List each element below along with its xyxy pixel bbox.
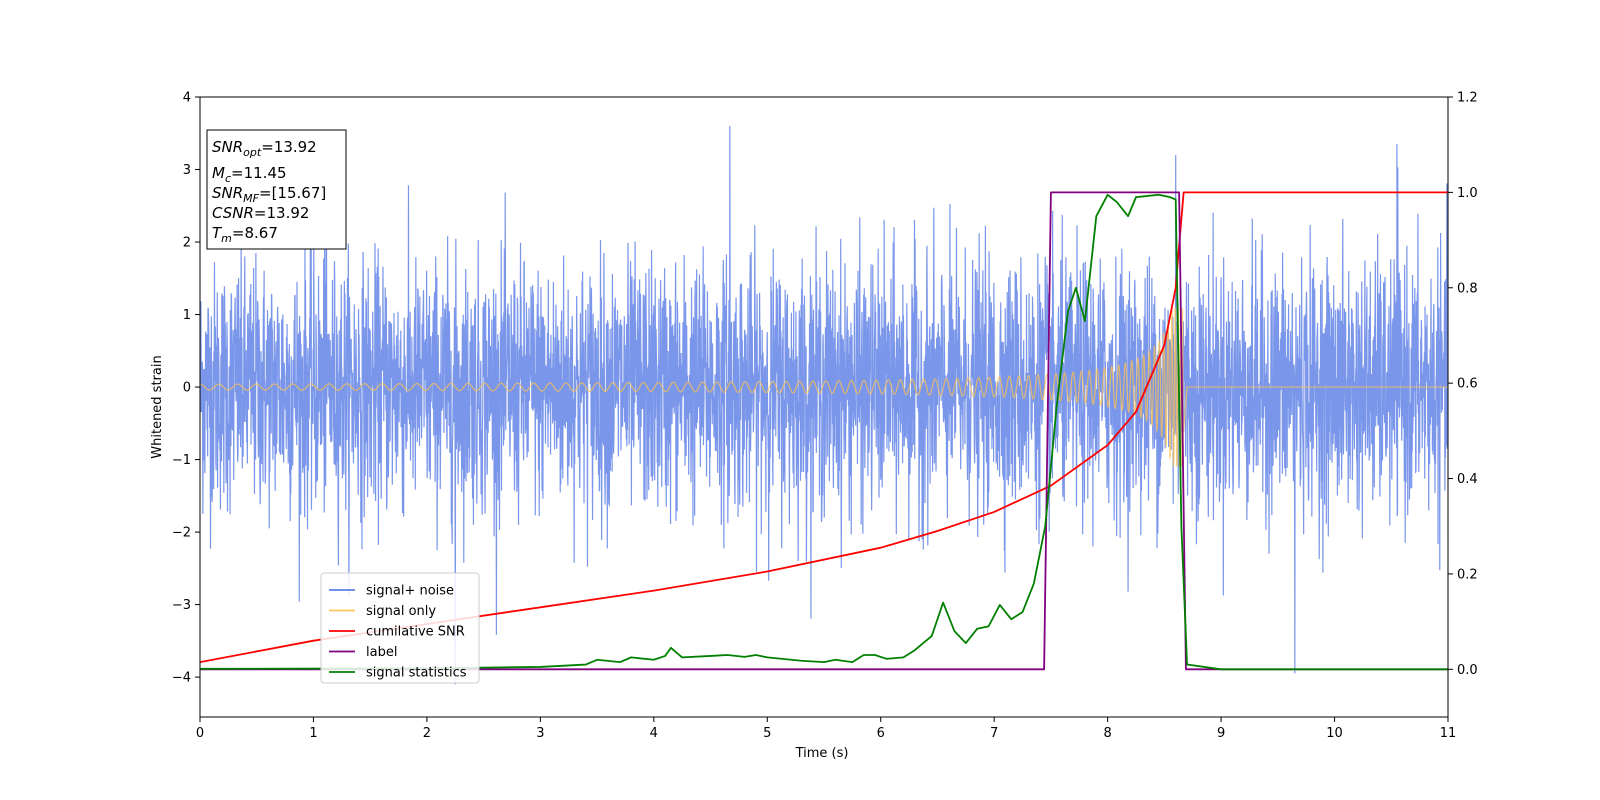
- annotation-snr-mf: SNRMF=[15.67]: [212, 184, 326, 205]
- annotation-frame: [206, 129, 347, 250]
- legend-frame: [320, 572, 480, 684]
- legend-label-signal-noise: signal+ noise: [366, 584, 454, 599]
- y2-tick-label: 0.0: [1457, 663, 1478, 678]
- plot-frame: [199, 96, 1449, 718]
- x-tick-label: 2: [423, 726, 431, 741]
- x-tick-label: 11: [1440, 726, 1457, 741]
- y2-tick-label: 1.0: [1457, 186, 1478, 201]
- y-tick-label: 4: [183, 91, 191, 106]
- y-axis-right: 1.2 1.0 0.8 0.6 0.4 0.2 0.0: [1448, 91, 1478, 678]
- y2-tick-label: 0.8: [1457, 281, 1478, 296]
- y-tick-label: 2: [183, 236, 191, 251]
- x-tick-label: 6: [877, 726, 885, 741]
- x-axis: 0 1 2 3 4 5 6 7 8 9 10 11: [196, 717, 1456, 741]
- annotation-snr-opt: SNRopt=13.92: [212, 138, 317, 159]
- annotation-tm: Tm=8.67: [212, 224, 278, 245]
- signal-statistics-line: [200, 193, 1448, 671]
- x-tick-label: 10: [1326, 726, 1343, 741]
- series-layer: [200, 126, 1448, 685]
- y-axis-left: 4 3 2 1 0 −1 −2 −3 −4: [172, 91, 200, 686]
- y-tick-label: −1: [172, 453, 191, 468]
- y-tick-label: 1: [183, 308, 191, 323]
- signal-noise-line: [200, 126, 1448, 685]
- legend-label-signal-statistics: signal statistics: [366, 666, 467, 681]
- y2-tick-label: 0.6: [1457, 377, 1478, 392]
- y2-tick-label: 1.2: [1457, 91, 1478, 106]
- x-tick-label: 4: [650, 726, 658, 741]
- x-tick-label: 1: [309, 726, 317, 741]
- legend: signal+ noise signal only cumilative SNR la…: [320, 572, 480, 684]
- y-tick-label: −2: [172, 526, 191, 541]
- x-tick-label: 3: [536, 726, 544, 741]
- y-tick-label: 3: [183, 163, 191, 178]
- x-axis-label: Time (s): [795, 746, 849, 761]
- x-tick-label: 7: [990, 726, 998, 741]
- legend-label-cumilative-snr: cumilative SNR: [366, 625, 465, 640]
- legend-label-label: label: [366, 645, 397, 660]
- y2-tick-label: 0.4: [1457, 472, 1478, 487]
- x-tick-label: 0: [196, 726, 204, 741]
- x-tick-label: 9: [1217, 726, 1225, 741]
- annotation-mc: Mc=11.45: [212, 164, 287, 185]
- annotation-box: SNRopt=13.92 Mc=11.45 SNRMF=[15.67] CSNR…: [206, 129, 347, 250]
- annotation-csnr: CSNR=13.92: [212, 204, 309, 222]
- signal-only-line: [200, 305, 1448, 467]
- y-tick-label: −4: [172, 671, 191, 686]
- y-tick-label: 0: [183, 381, 191, 396]
- x-tick-label: 8: [1103, 726, 1111, 741]
- y-axis-label: Whitened strain: [150, 355, 165, 458]
- x-tick-label: 5: [763, 726, 771, 741]
- y-tick-label: −3: [172, 598, 191, 613]
- y2-tick-label: 0.2: [1457, 567, 1478, 582]
- legend-label-signal-only: signal only: [366, 604, 436, 619]
